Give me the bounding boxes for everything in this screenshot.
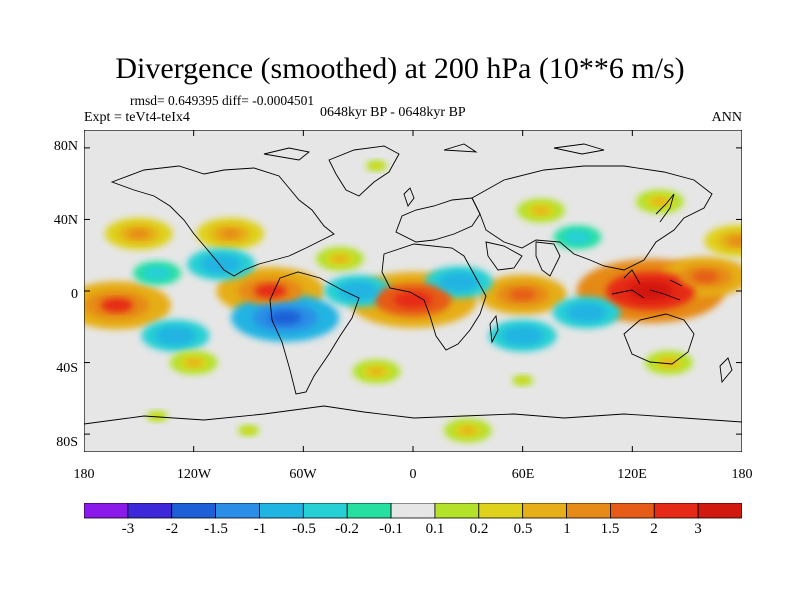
colorbar-swatch [610, 503, 655, 519]
coast-arctic-islands [263, 143, 605, 161]
colorbar-swatch [653, 503, 699, 519]
colorbar-label: 2 [650, 521, 658, 537]
colorbar-swatch [127, 503, 173, 519]
convergence-blob [448, 277, 469, 287]
colorbar-label: -2 [165, 521, 179, 537]
coast-uk [403, 187, 415, 207]
colorbar-label: 1.5 [600, 521, 620, 537]
coast-madagascar [489, 314, 499, 344]
period-label: 0648kyr BP - 0648kyr BP [320, 105, 466, 120]
colorbar-swatch [522, 503, 567, 519]
divergence-blob [254, 283, 287, 299]
convergence-blob [348, 286, 369, 296]
coast-arabia [485, 241, 523, 271]
divergence-blob [728, 236, 742, 246]
colorbar-label: -1 [253, 521, 267, 537]
colorbar-label: 0.2 [469, 521, 489, 537]
divergence-blob [186, 359, 201, 367]
coast-greenland [328, 145, 400, 197]
divergence-blob [369, 367, 384, 376]
coast-japan [655, 193, 675, 223]
colorbar-swatch [215, 503, 260, 519]
coast-asia [471, 165, 713, 271]
y-tick-label: 80N [53, 139, 78, 154]
convergence-blob [268, 310, 302, 325]
divergence-map [84, 130, 742, 452]
colorbar-label: 3 [694, 521, 702, 537]
divergence-blob [332, 255, 348, 263]
divergence-blob [533, 206, 549, 215]
colorbar-label: -0.1 [379, 521, 403, 537]
convergence-blob [165, 330, 186, 341]
divergence-blob [220, 229, 241, 239]
season-label: ANN [711, 110, 742, 125]
x-tick-label: 180 [73, 467, 95, 482]
x-tick-label: 180 [731, 467, 753, 482]
divergence-blob [517, 377, 529, 384]
colorbar-swatch [478, 503, 524, 519]
coast-australia [623, 313, 695, 365]
x-tick-label: 120E [617, 467, 647, 482]
colorbar-label: -0.5 [292, 521, 316, 537]
convergence-blob [512, 330, 533, 341]
colorbar-swatch [302, 503, 348, 519]
convergence-blob [576, 307, 597, 318]
field-layer [84, 156, 742, 443]
coast-indonesia [611, 269, 683, 301]
colorbar-swatch [566, 503, 611, 519]
chart-title: Divergence (smoothed) at 200 hPa (10**6 … [115, 52, 685, 85]
x-tick-label: 120W [176, 467, 212, 482]
divergence-blob [243, 427, 254, 434]
divergence-blob [151, 413, 163, 420]
axis-ticks [84, 130, 742, 452]
experiment-label: Expt = teVt4-teIx4 [84, 110, 190, 125]
y-tick-label: 40N [53, 213, 78, 228]
x-tick-label: 60W [289, 467, 317, 482]
coast-south-america [269, 271, 360, 395]
colorbar-label: -0.2 [335, 521, 359, 537]
colorbar-label: 1 [563, 521, 571, 537]
coast-new-zealand [719, 357, 733, 384]
divergence-blob [692, 270, 719, 283]
colorbar-label: -3 [121, 521, 135, 537]
colorbar-label: -1.5 [204, 521, 228, 537]
colorbar-swatch [346, 503, 392, 519]
stats-line: rmsd= 0.649395 diff= -0.0004501 [130, 93, 315, 108]
colorbar-label: 0.5 [513, 521, 533, 537]
y-tick-label: 40S [56, 361, 78, 376]
divergence-blob [371, 162, 382, 169]
divergence-blob [128, 229, 149, 239]
y-tick-label: 80S [56, 435, 78, 450]
x-tick-label: 60E [511, 467, 535, 482]
convergence-blob [149, 269, 165, 277]
coast-india [535, 241, 561, 277]
coast-africa [381, 243, 487, 351]
colorbar-swatch [390, 503, 436, 519]
colorbar-swatch [697, 503, 742, 519]
colorbar-swatch [434, 503, 480, 519]
divergence-blob [652, 198, 667, 206]
divergence-blob [509, 288, 536, 301]
divergence-blob [460, 426, 475, 435]
convergence-blob [210, 259, 232, 269]
colorbar-swatch [171, 503, 217, 519]
coastline-layer [84, 143, 742, 425]
colorbar-swatch [84, 503, 129, 519]
colorbar-swatch [259, 503, 304, 519]
colorbar [84, 503, 742, 519]
coast-antarctica [84, 405, 742, 425]
y-tick-label: 0 [71, 287, 78, 302]
x-tick-label: 0 [409, 467, 417, 482]
divergence-blob [100, 298, 134, 313]
coast-north-america [110, 165, 335, 277]
colorbar-label: 0.1 [425, 521, 445, 537]
divergence-blob [393, 291, 433, 309]
divergence-blob [628, 281, 673, 301]
convergence-blob [570, 233, 585, 241]
divergence-blob [661, 359, 677, 367]
